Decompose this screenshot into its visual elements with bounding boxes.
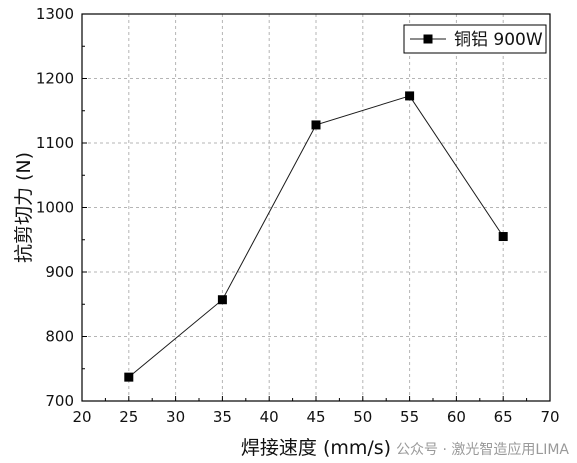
- legend-label: 铜铝 900W: [454, 30, 543, 50]
- x-tick-label: 60: [447, 408, 466, 426]
- axis-ticks: 20 25 30 35 40 45 50 55 60 65 70 700 800 900 1000 1100 1…: [36, 5, 560, 426]
- x-tick-label: 70: [540, 408, 559, 426]
- y-tick-label: 1000: [36, 199, 74, 217]
- data-point-marker: [217, 295, 227, 305]
- x-tick-label: 40: [260, 408, 279, 426]
- x-tick-label: 20: [72, 408, 91, 426]
- legend: 铜铝 900W: [403, 24, 547, 54]
- x-tick-label: 45: [306, 408, 325, 426]
- y-tick-label: 900: [45, 263, 74, 281]
- x-tick-label: 55: [400, 408, 419, 426]
- x-tick-label: 65: [494, 408, 513, 426]
- x-tick-label: 35: [213, 408, 232, 426]
- grid-lines: [82, 14, 550, 401]
- data-point-marker: [124, 372, 134, 382]
- y-tick-label: 1300: [36, 5, 74, 23]
- y-axis-title: 抗剪切力 (N): [13, 152, 35, 263]
- data-point-marker: [498, 232, 508, 242]
- legend-marker: [423, 34, 433, 44]
- x-tick-label: 50: [353, 408, 372, 426]
- x-axis-title: 焊接速度 (mm/s): [241, 437, 391, 459]
- data-point-marker: [311, 120, 321, 130]
- y-tick-label: 1100: [36, 134, 74, 152]
- y-tick-label: 1200: [36, 70, 74, 88]
- data-point-marker: [405, 91, 415, 101]
- y-tick-label: 700: [45, 392, 74, 410]
- series-layer: [124, 91, 508, 382]
- watermark: 公众号 · 激光智造应用LIMA: [396, 442, 569, 458]
- x-tick-label: 25: [119, 408, 138, 426]
- y-tick-label: 800: [45, 328, 74, 346]
- x-tick-label: 30: [166, 408, 185, 426]
